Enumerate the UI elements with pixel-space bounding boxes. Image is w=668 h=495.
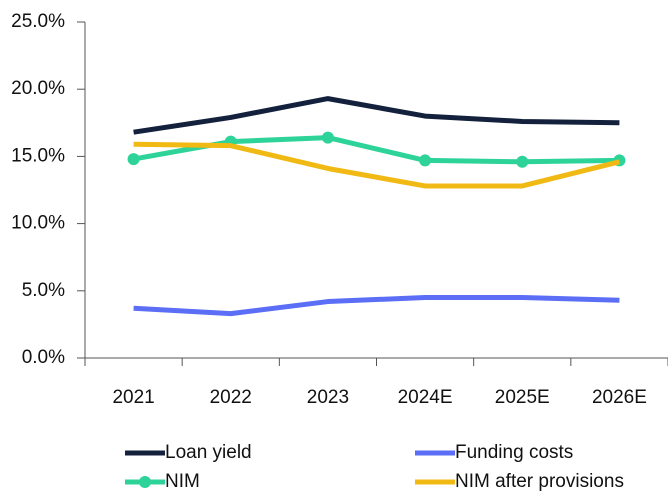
x-tick-label: 2021 bbox=[112, 387, 154, 408]
x-tick-label: 2023 bbox=[307, 387, 349, 408]
legend-marker bbox=[139, 476, 151, 488]
series-line bbox=[133, 135, 620, 165]
series-line bbox=[133, 96, 620, 135]
x-tick-label: 2026E bbox=[592, 387, 647, 408]
x-tick-label: 2024E bbox=[398, 387, 453, 408]
point bbox=[516, 155, 529, 168]
point bbox=[321, 131, 334, 144]
y-tick-label: 15.0% bbox=[11, 145, 65, 166]
y-tick-label: 0.0% bbox=[22, 347, 65, 368]
legend-label: NIM after provisions bbox=[455, 471, 624, 492]
y-tick-label: 20.0% bbox=[11, 78, 65, 99]
x-tick-label: 2022 bbox=[210, 387, 252, 408]
series-line bbox=[133, 295, 620, 317]
y-tick-label: 5.0% bbox=[22, 280, 65, 301]
y-tick-label: 25.0% bbox=[11, 11, 65, 32]
series-line bbox=[133, 141, 621, 189]
legend-label: Loan yield bbox=[165, 442, 252, 463]
y-tick-label: 10.0% bbox=[11, 213, 65, 234]
point bbox=[127, 153, 140, 166]
legend-label: NIM bbox=[165, 471, 200, 492]
legend-label: Funding costs bbox=[455, 442, 573, 463]
x-tick-label: 2025E bbox=[495, 387, 550, 408]
point bbox=[419, 154, 432, 167]
